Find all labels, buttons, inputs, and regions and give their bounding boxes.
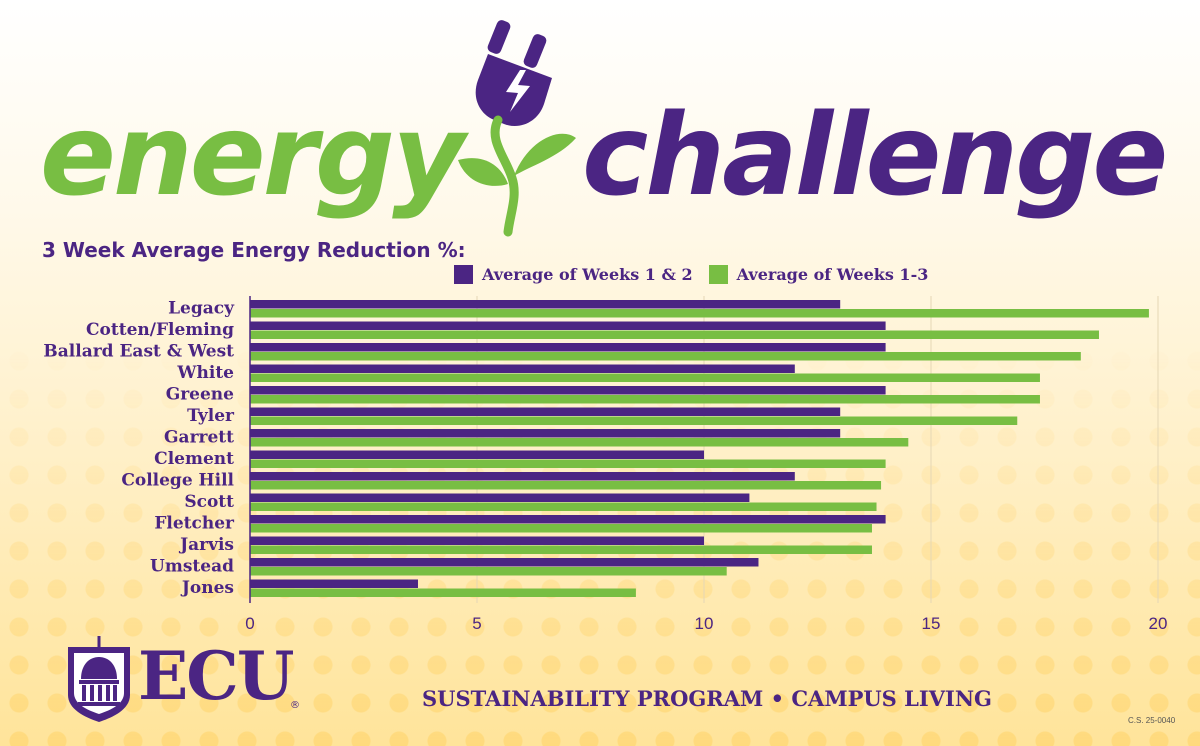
x-tick-label: 15 <box>922 614 941 633</box>
category-label: Garrett <box>164 428 234 448</box>
bar-weeks-1-3 <box>250 524 872 533</box>
bar-weeks-1-2 <box>250 407 841 416</box>
ecu-crest-logo <box>68 636 130 722</box>
bar-weeks-1-2 <box>250 493 750 502</box>
bar-weeks-1-3 <box>250 416 1018 425</box>
bar-weeks-1-2 <box>250 579 418 588</box>
bar-weeks-1-3 <box>250 481 882 490</box>
category-label: Ballard East & West <box>43 342 234 362</box>
category-label: Scott <box>184 492 234 512</box>
category-label: Jarvis <box>178 535 234 555</box>
bar-weeks-1-2 <box>250 450 704 459</box>
legend-label-weeks-1-3: Average of Weeks 1-3 <box>736 265 929 284</box>
category-label: College Hill <box>121 471 234 491</box>
category-label: Fletcher <box>154 514 235 534</box>
bar-weeks-1-3 <box>250 438 909 447</box>
plug-leaf-icon <box>458 20 576 237</box>
bar-weeks-1-3 <box>250 588 636 597</box>
bar-weeks-1-2 <box>250 536 704 545</box>
bar-weeks-1-2 <box>250 515 886 524</box>
category-label: Umstead <box>150 557 234 577</box>
chart-legend: Average of Weeks 1 & 2 Average of Weeks … <box>454 265 944 284</box>
bar-weeks-1-3 <box>250 373 1040 382</box>
category-label: Jones <box>180 578 234 598</box>
legend-swatch-green <box>708 265 728 284</box>
registered-mark: ® <box>290 700 300 711</box>
bar-weeks-1-2 <box>250 364 795 373</box>
title-word-challenge: challenge <box>582 91 1168 221</box>
category-label: White <box>176 363 234 383</box>
title-wordmark: energy challenge <box>0 0 1200 240</box>
x-tick-label: 5 <box>472 614 481 633</box>
legend-swatch-purple <box>454 265 473 284</box>
bar-weeks-1-3 <box>250 309 1149 318</box>
bar-weeks-1-2 <box>250 472 795 481</box>
category-label: Tyler <box>187 406 235 426</box>
footer-program-text: SUSTAINABILITY PROGRAM • CAMPUS LIVING <box>422 686 992 711</box>
bar-weeks-1-2 <box>250 300 841 309</box>
bar-weeks-1-3 <box>250 567 727 576</box>
legend-item-weeks-1-2: Average of Weeks 1 & 2 <box>454 265 693 284</box>
x-tick-label: 10 <box>695 614 714 633</box>
category-label: Cotten/Fleming <box>86 320 234 340</box>
legend-label-weeks-1-2: Average of Weeks 1 & 2 <box>482 265 693 284</box>
bar-weeks-1-3 <box>250 352 1081 361</box>
chart-heading: 3 Week Average Energy Reduction %: <box>42 238 466 262</box>
bar-weeks-1-2 <box>250 343 886 352</box>
title-word-energy: energy <box>40 91 465 221</box>
bar-weeks-1-3 <box>250 459 886 468</box>
category-label: Legacy <box>168 299 235 319</box>
bar-weeks-1-3 <box>250 502 877 511</box>
bar-weeks-1-3 <box>250 545 872 554</box>
bar-weeks-1-3 <box>250 395 1040 404</box>
bar-weeks-1-2 <box>250 321 886 330</box>
bar-weeks-1-2 <box>250 558 759 567</box>
bar-weeks-1-2 <box>250 386 886 395</box>
bar-weeks-1-2 <box>250 429 841 438</box>
footer-code: C.S. 25-0040 <box>1128 716 1176 725</box>
category-label: Greene <box>166 385 234 405</box>
legend-item-weeks-1-3: Average of Weeks 1-3 <box>708 265 929 284</box>
bar-weeks-1-3 <box>250 330 1099 339</box>
x-tick-label: 20 <box>1149 614 1168 633</box>
ecu-logo-text: ECU <box>138 637 294 715</box>
x-tick-label: 0 <box>245 614 254 633</box>
category-label: Clement <box>154 449 234 469</box>
